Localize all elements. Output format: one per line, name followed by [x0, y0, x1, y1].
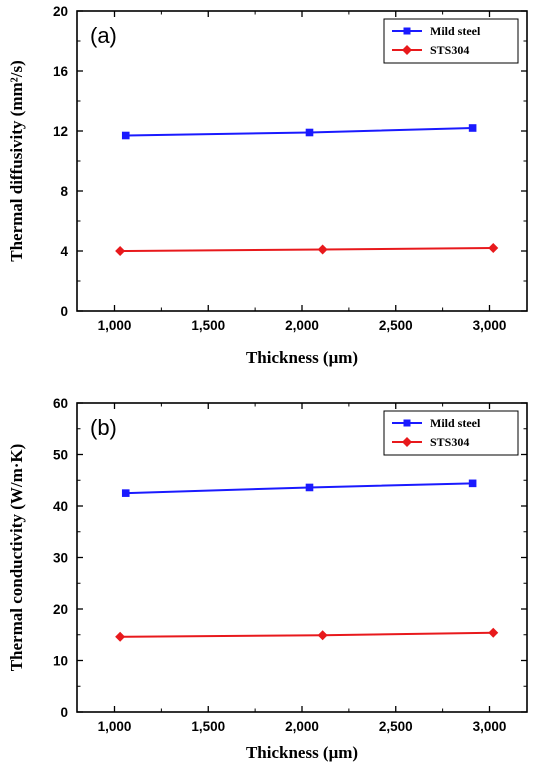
x-tick-label: 2,500 [379, 318, 413, 333]
y-tick-label: 20 [53, 602, 68, 617]
data-point [305, 128, 314, 137]
x-tick-label: 1,000 [98, 719, 132, 734]
panel-label: (b) [90, 415, 117, 440]
legend-box [383, 410, 519, 456]
x-tick-label: 1,500 [191, 318, 225, 333]
data-point [468, 124, 477, 132]
y-tick-label: 12 [53, 124, 68, 139]
y-tick-label: 40 [53, 499, 68, 514]
y-tick-label: 0 [60, 705, 68, 720]
data-point [488, 627, 499, 638]
legend-marker [402, 437, 412, 447]
x-tick-label: 2,500 [379, 719, 413, 734]
x-tick-label: 3,000 [473, 318, 507, 333]
y-tick-label: 0 [60, 304, 68, 319]
x-tick-label: 1,500 [191, 719, 225, 734]
y-tick-label: 16 [53, 64, 69, 79]
data-point [488, 243, 499, 253]
data-point [317, 630, 328, 641]
data-point [115, 631, 126, 642]
series-line [120, 247, 494, 252]
series-mild-steel [121, 124, 477, 140]
series-line [120, 631, 494, 638]
legend-marker [403, 419, 411, 427]
y-tick-label: 20 [53, 4, 68, 19]
series-line [125, 482, 473, 495]
legend-label: Mild steel [430, 24, 481, 38]
data-point [305, 483, 314, 492]
series-line [125, 127, 473, 137]
legend-box [383, 18, 519, 64]
x-tick-label: 3,000 [473, 719, 507, 734]
legend-label: STS304 [430, 435, 469, 449]
legend-label: STS304 [430, 43, 469, 57]
y-axis-title: Thermal conductivity (W/m·K) [7, 444, 26, 672]
y-axis-title: Thermal diffusivity (mm²/s) [7, 60, 26, 262]
y-tick-label: 4 [60, 244, 68, 259]
series-sts304 [115, 243, 499, 256]
data-point [121, 489, 130, 497]
data-point [468, 479, 477, 488]
data-point [317, 244, 328, 255]
x-axis-title: Thickness (μm) [246, 348, 358, 367]
legend-marker [402, 45, 412, 55]
chart-panel-a: 1,000 1,500 2,000 2,500 3,000 0 4 8 12 16 20 Thickn… [7, 4, 528, 367]
chart-panel-b: 1,000 1,500 2,000 2,500 3,000 0 10 20 30 40 50 60 Th… [7, 396, 528, 762]
x-axis-title: Thickness (μm) [246, 743, 358, 762]
legend: Mild steel STS304 [383, 18, 519, 64]
y-tick-label: 30 [53, 551, 68, 566]
panel-label: (a) [90, 23, 117, 48]
legend-label: Mild steel [430, 416, 481, 430]
legend: Mild steel STS304 [383, 410, 519, 456]
y-tick-label: 60 [53, 396, 68, 411]
y-tick-label: 8 [60, 184, 68, 199]
series-sts304 [115, 627, 499, 642]
data-point [115, 246, 126, 256]
legend-marker [403, 27, 411, 35]
x-tick-label: 1,000 [98, 318, 132, 333]
x-tick-label: 2,000 [285, 318, 319, 333]
x-tick-label: 2,000 [285, 719, 319, 734]
y-tick-label: 50 [53, 448, 68, 463]
data-point [121, 131, 130, 140]
series-mild-steel [121, 479, 477, 497]
y-tick-label: 10 [53, 654, 68, 669]
